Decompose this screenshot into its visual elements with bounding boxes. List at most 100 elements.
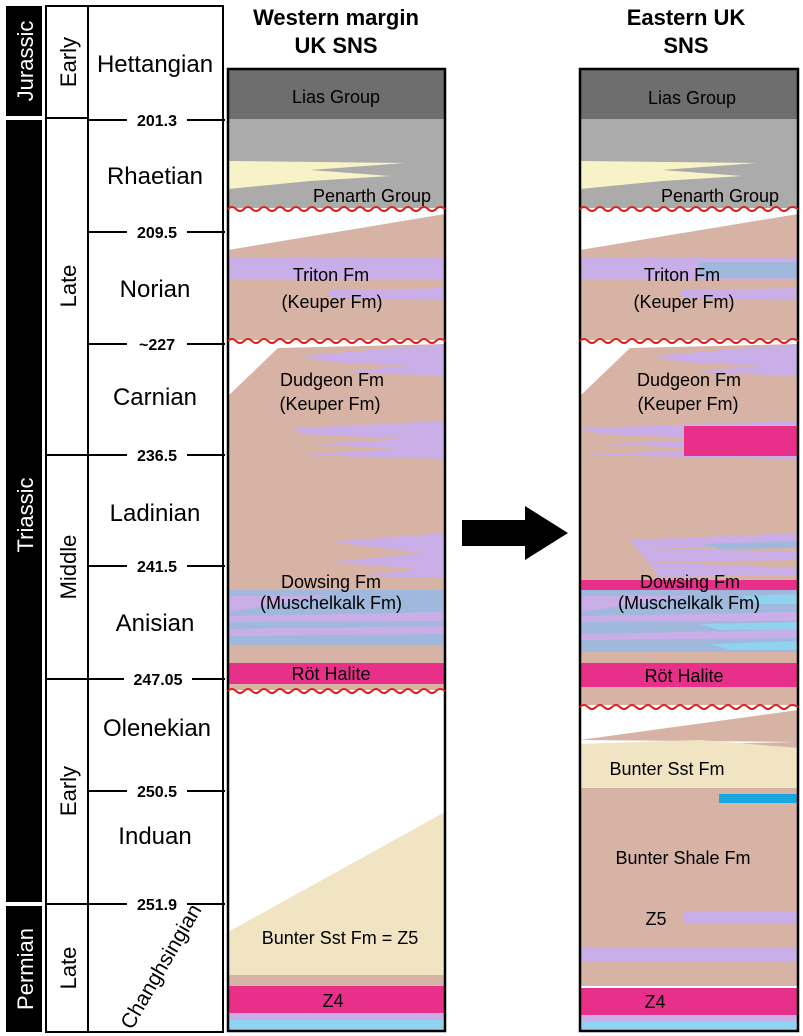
east-lias-group — [580, 69, 798, 119]
east-column-border — [578, 67, 800, 1033]
east-blue-bed — [719, 794, 798, 803]
stage-norian: Norian — [120, 276, 191, 303]
epoch-middle-triassic: Middle — [56, 535, 81, 600]
east-label-z4: Z4 — [644, 992, 665, 1012]
east-olenekian-mudstone — [580, 710, 798, 748]
east-dowsing-lightblue-2 — [700, 622, 798, 630]
stage-induan: Induan — [118, 823, 191, 850]
west-label-triton-2: (Keuper Fm) — [281, 292, 382, 312]
age-247-05: 247.05 — [134, 672, 183, 689]
east-label-penarth: Penarth Group — [661, 186, 779, 206]
west-label-triton-1: Triton Fm — [293, 265, 369, 285]
west-label-lias: Lias Group — [292, 87, 380, 107]
west-column — [228, 69, 445, 1031]
west-z4-halite — [228, 986, 445, 1013]
west-rhaetian-sand-wedge — [228, 161, 405, 189]
period-label-permian: Permian — [13, 928, 38, 1010]
east-dowsing-anhydrite-2 — [580, 612, 798, 622]
east-unconformity-rhaetian — [579, 206, 799, 212]
east-carnian-halite — [684, 426, 798, 456]
epoch-early-jurassic: Early — [56, 37, 81, 87]
age-236-5: 236.5 — [137, 448, 177, 465]
west-triton-anhydrite-1 — [228, 258, 445, 279]
west-unconformity-norian — [227, 338, 446, 344]
west-label-dudgeon-2: (Keuper Fm) — [279, 394, 380, 414]
east-title-line1: Eastern UK — [627, 5, 746, 30]
east-label-dudgeon-1: Dudgeon Fm — [637, 370, 741, 390]
east-label-triton-2: (Keuper Fm) — [633, 292, 734, 312]
east-column — [580, 69, 798, 1031]
west-rot-mud — [228, 684, 445, 690]
west-title-line2: UK SNS — [294, 33, 377, 58]
stage-hettangian: Hettangian — [97, 51, 213, 78]
east-z5-anhydrite-base — [580, 947, 798, 962]
time-scale: Jurassic Triassic Permian Early Late Mid… — [6, 5, 225, 1033]
west-label-dudgeon-1: Dudgeon Fm — [280, 370, 384, 390]
east-label-rot: Röt Halite — [644, 666, 723, 686]
stage-olenekian: Olenekian — [103, 715, 211, 742]
age-227: ~227 — [139, 337, 175, 354]
stage-rhaetian: Rhaetian — [107, 163, 203, 190]
west-dowsing-anhydrite-2 — [228, 612, 445, 622]
east-z4-halite — [580, 988, 798, 1015]
west-lias-group — [228, 69, 445, 119]
east-dowsing-mud-base — [580, 652, 798, 663]
west-column-border — [226, 67, 447, 1033]
east-unconformity-norian — [579, 338, 799, 344]
stage-carnian: Carnian — [113, 384, 197, 411]
west-label-z4: Z4 — [322, 991, 343, 1011]
west-ladinian-anhydrite — [330, 533, 445, 578]
east-rot-halite — [580, 663, 798, 687]
west-label-dowsing-2: (Muschelkalk Fm) — [260, 593, 402, 613]
east-ladinian-anhydrite — [630, 533, 798, 577]
west-unconformity-rot — [227, 688, 446, 694]
west-mud-above-z4 — [228, 975, 445, 986]
west-rot-halite — [228, 663, 445, 684]
east-z5-anhydrite — [684, 912, 798, 923]
east-label-dowsing-2: (Muschelkalk Fm) — [618, 593, 760, 613]
east-label-triton-1: Triton Fm — [644, 265, 720, 285]
east-label-dowsing-1: Dowsing Fm — [640, 572, 740, 592]
age-ticks — [88, 119, 225, 905]
east-z4-base-anhydrite — [580, 1015, 798, 1021]
east-unconformity-rot — [579, 704, 799, 710]
east-label-z5: Z5 — [645, 909, 666, 929]
west-label-dowsing-1: Dowsing Fm — [281, 572, 381, 592]
west-dudgeon-anhydrite-mid — [295, 421, 445, 459]
period-bar-permian — [6, 906, 42, 1032]
west-title-line1: Western margin — [253, 5, 419, 30]
stage-column — [87, 5, 224, 1033]
stage-anisian: Anisian — [116, 610, 195, 637]
epoch-column — [45, 5, 89, 1033]
east-dudgeon-anhydrite-top — [652, 344, 798, 376]
east-dowsing-lightblue-1 — [740, 594, 798, 604]
east-dowsing-halite — [580, 580, 798, 590]
east-rhaetian-sand-wedge — [580, 161, 757, 189]
west-label-bunter: Bunter Sst Fm = Z5 — [262, 928, 419, 948]
epoch-late-permian: Late — [56, 947, 81, 990]
epoch-early-triassic: Early — [56, 766, 81, 816]
east-rot-mud — [580, 687, 798, 705]
age-250-5: 250.5 — [137, 784, 177, 801]
period-bar-jurassic — [6, 6, 42, 116]
east-triton-anhydrite-2 — [682, 288, 798, 300]
east-label-bunter-shale: Bunter Shale Fm — [615, 848, 750, 868]
age-209-5: 209.5 — [137, 225, 177, 242]
west-label-rot: Röt Halite — [291, 664, 370, 684]
west-dowsing-anhydrite-1 — [228, 596, 330, 612]
east-triton-carbonate — [700, 262, 798, 278]
age-201-3: 201.3 — [137, 113, 177, 130]
east-dowsing-anhydrite-3 — [580, 630, 798, 640]
east-bunter-sst — [580, 740, 798, 788]
period-label-triassic: Triassic — [13, 478, 38, 553]
age-241-5: 241.5 — [137, 559, 177, 576]
east-title-line2: SNS — [663, 33, 708, 58]
period-label-jurassic: Jurassic — [13, 21, 38, 102]
stage-ladinian: Ladinian — [110, 500, 201, 527]
transition-arrow — [462, 506, 568, 560]
period-bar-triassic — [6, 120, 42, 902]
east-label-bunter-sst: Bunter Sst Fm — [609, 759, 724, 779]
west-bunter-sst — [228, 812, 445, 975]
east-label-lias: Lias Group — [648, 88, 736, 108]
